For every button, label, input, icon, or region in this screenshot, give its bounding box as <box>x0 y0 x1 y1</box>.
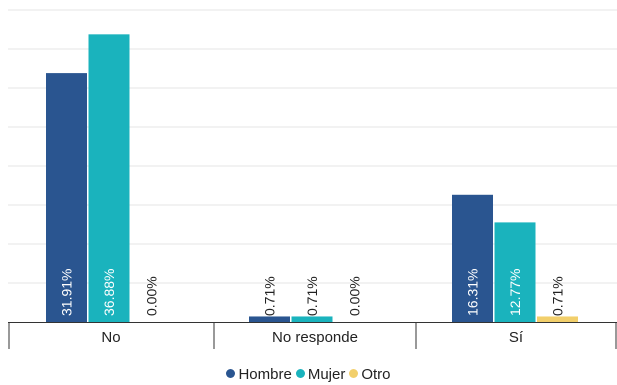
data-labels: 31.91% 36.88% 0.00% 0.71% 0.71% 0.00% 16.31% 12… <box>59 269 566 316</box>
data-label: 12.77% <box>507 269 523 316</box>
legend-label: Hombre <box>238 366 292 383</box>
bar-hombre-2 <box>452 194 493 322</box>
bar-mujer-1 <box>291 316 333 322</box>
bar-mujer-2 <box>494 222 536 322</box>
data-label: 36.88% <box>101 269 117 316</box>
x-axis: No No responde Sí <box>8 322 617 349</box>
x-tick-label: No <box>101 329 120 346</box>
bar-otro-2 <box>537 316 578 322</box>
data-label: 0.71% <box>262 276 278 316</box>
bar-mujer-0 <box>88 34 130 322</box>
data-label: 0.71% <box>304 276 320 316</box>
legend-label: Otro <box>361 366 391 383</box>
legend-dot-icon <box>295 369 305 378</box>
legend-dot-icon <box>226 369 236 378</box>
legend: Hombre Mujer Otro <box>0 366 617 383</box>
legend-item-hombre[interactable]: Hombre <box>226 366 292 383</box>
data-label: 0.00% <box>144 276 160 316</box>
data-label: 16.31% <box>465 269 481 316</box>
bar-chart: No No responde Sí 31.91% 36.88% 0.00% 0.71% 0.… <box>8 9 617 349</box>
x-tick-label: No responde <box>272 329 358 346</box>
bar-hombre-1 <box>249 316 290 322</box>
bar-hombre-0 <box>46 73 87 323</box>
data-label: 0.71% <box>550 276 566 316</box>
data-label: 31.91% <box>59 269 75 316</box>
bars <box>46 34 578 323</box>
legend-item-mujer[interactable]: Mujer <box>295 366 346 383</box>
legend-label: Mujer <box>307 366 346 383</box>
legend-item-otro[interactable]: Otro <box>349 366 391 383</box>
data-label: 0.00% <box>347 276 363 316</box>
legend-dot-icon <box>349 369 359 378</box>
x-tick-label: Sí <box>509 329 524 346</box>
